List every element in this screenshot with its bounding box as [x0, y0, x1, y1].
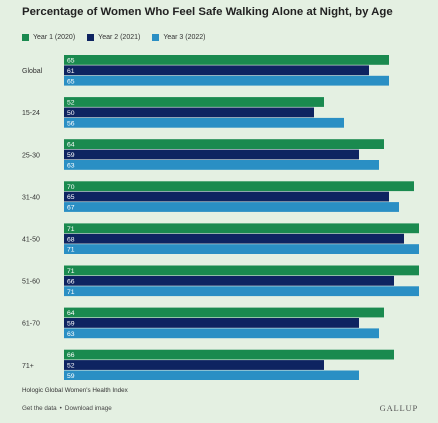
footer-links: Get the data • Download image [22, 405, 112, 412]
bar-value-label: 66 [67, 352, 75, 359]
bar[interactable] [64, 202, 399, 212]
bar[interactable] [64, 286, 419, 297]
category-label: Global [22, 68, 43, 75]
bar[interactable] [64, 160, 379, 170]
bar-value-label: 64 [67, 142, 75, 149]
get-data-link[interactable]: Get the data [22, 405, 57, 412]
bar-value-label: 59 [67, 152, 75, 159]
legend-swatch-year1 [22, 34, 29, 41]
bar-value-label: 52 [67, 100, 75, 107]
bar-value-label: 63 [67, 162, 75, 169]
bar[interactable] [64, 233, 404, 244]
bar-value-label: 71 [67, 268, 75, 275]
bar[interactable] [64, 55, 389, 65]
bar[interactable] [64, 181, 414, 192]
bar-value-label: 56 [67, 120, 75, 127]
bar-value-label: 65 [67, 194, 75, 201]
bar[interactable] [64, 275, 394, 286]
bar[interactable] [64, 265, 419, 276]
legend-label-year2: Year 2 (2021) [98, 34, 141, 41]
legend-label-year3: Year 3 (2022) [163, 34, 206, 41]
legend-label-year1: Year 1 (2020) [33, 34, 76, 41]
bar[interactable] [64, 244, 419, 254]
bar[interactable] [64, 328, 379, 339]
bar[interactable] [64, 149, 359, 160]
bar[interactable] [64, 191, 389, 202]
bar[interactable] [64, 107, 314, 118]
bar-value-label: 50 [67, 110, 75, 117]
bar[interactable] [64, 370, 359, 381]
bar[interactable] [64, 65, 369, 76]
bar-value-label: 65 [67, 78, 75, 85]
legend-item-year2: Year 2 (2021) [87, 34, 140, 41]
category-label: 71+ [22, 363, 34, 370]
bar-value-label: 64 [67, 310, 75, 317]
category-label: 51-60 [22, 279, 40, 286]
bar[interactable] [64, 307, 384, 318]
bar-value-label: 59 [67, 373, 75, 380]
bar-value-label: 52 [67, 363, 75, 370]
bar-value-label: 63 [67, 331, 75, 338]
legend: Year 1 (2020) Year 2 (2021) Year 3 (2022… [22, 34, 206, 41]
bar-value-label: 68 [67, 236, 75, 243]
chart-title: Percentage of Women Who Feel Safe Walkin… [22, 6, 393, 18]
category-label: 61-70 [22, 321, 40, 328]
bar[interactable] [64, 97, 324, 107]
bar[interactable] [64, 349, 394, 360]
bar[interactable] [64, 318, 359, 328]
bar-value-label: 65 [67, 57, 75, 64]
footer-separator: • [59, 405, 62, 412]
bar-value-label: 71 [67, 226, 75, 233]
bar-value-label: 71 [67, 289, 75, 296]
legend-swatch-year3 [152, 34, 160, 41]
category-label: 41-50 [22, 237, 40, 244]
bar[interactable] [64, 223, 419, 234]
bar[interactable] [64, 360, 324, 370]
bar[interactable] [64, 139, 384, 149]
legend-item-year3: Year 3 (2022) [152, 34, 206, 41]
bar-value-label: 71 [67, 247, 75, 254]
bar-chart: Global 65 61 65 15-24 52 50 56 25-30 64 59 63 31-40 7… [22, 55, 419, 381]
bar[interactable] [64, 75, 389, 86]
bar-value-label: 59 [67, 320, 75, 327]
source-note: Hologic Global Women's Health Index [22, 387, 128, 394]
category-label: 25-30 [22, 152, 40, 159]
bar[interactable] [64, 117, 344, 128]
bar-value-label: 67 [67, 205, 75, 212]
legend-swatch-year2 [87, 34, 95, 41]
gallup-logo: GALLUP [379, 403, 418, 413]
category-label: 31-40 [22, 194, 40, 201]
category-label: 15-24 [22, 110, 40, 117]
download-image-link[interactable]: Download image [64, 405, 112, 412]
bar-value-label: 66 [67, 278, 75, 285]
bar-value-label: 61 [67, 68, 75, 75]
bar-value-label: 70 [67, 184, 75, 191]
legend-item-year1: Year 1 (2020) [22, 34, 75, 41]
